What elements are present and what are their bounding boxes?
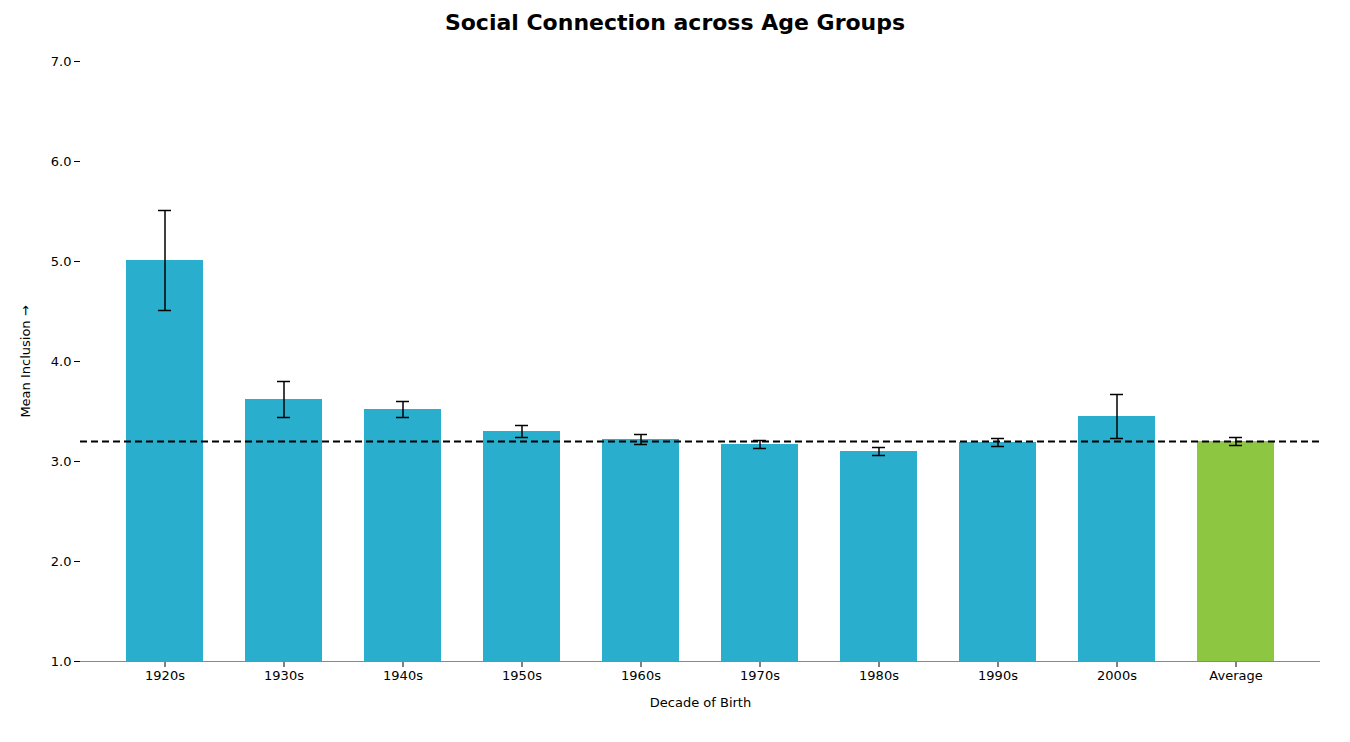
svg-text:1940s: 1940s bbox=[383, 668, 423, 683]
svg-text:1970s: 1970s bbox=[740, 668, 780, 683]
svg-text:2000s: 2000s bbox=[1097, 668, 1137, 683]
svg-text:Mean Inclusion →: Mean Inclusion → bbox=[18, 305, 33, 417]
svg-text:1990s: 1990s bbox=[978, 668, 1018, 683]
svg-text:1.0: 1.0 bbox=[51, 654, 72, 669]
svg-text:1930s: 1930s bbox=[264, 668, 304, 683]
svg-text:7.0: 7.0 bbox=[51, 54, 72, 69]
svg-text:Decade of Birth: Decade of Birth bbox=[650, 695, 751, 710]
svg-text:3.0: 3.0 bbox=[51, 454, 72, 469]
svg-text:Average: Average bbox=[1209, 668, 1262, 683]
svg-text:1920s: 1920s bbox=[145, 668, 185, 683]
svg-text:1980s: 1980s bbox=[859, 668, 899, 683]
svg-text:6.0: 6.0 bbox=[51, 154, 72, 169]
svg-text:5.0: 5.0 bbox=[51, 254, 72, 269]
svg-text:4.0: 4.0 bbox=[51, 354, 72, 369]
svg-text:1950s: 1950s bbox=[502, 668, 542, 683]
html-text:Social Connection across Age G: Social Connection across Age Groups bbox=[444, 10, 906, 35]
svg-text:1960s: 1960s bbox=[621, 668, 661, 683]
svg-text:2.0: 2.0 bbox=[51, 554, 72, 569]
